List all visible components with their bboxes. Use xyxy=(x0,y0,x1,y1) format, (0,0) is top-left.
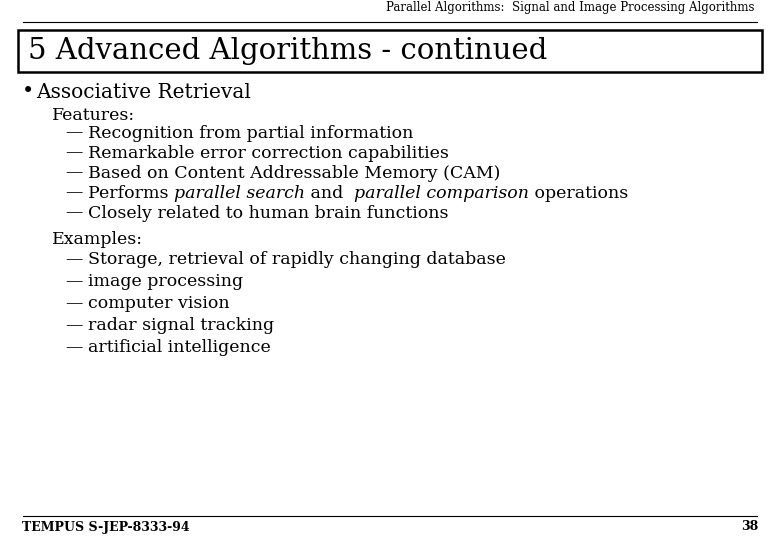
Text: Remarkable error correction capabilities: Remarkable error correction capabilities xyxy=(88,145,448,161)
Text: —: — xyxy=(65,252,83,268)
Text: Performs: Performs xyxy=(88,185,174,201)
Text: and: and xyxy=(305,185,354,201)
Text: Parallel Algorithms:  Signal and Image Processing Algorithms: Parallel Algorithms: Signal and Image Pr… xyxy=(387,1,755,14)
Text: Associative Retrieval: Associative Retrieval xyxy=(36,83,251,102)
Text: —: — xyxy=(65,165,83,181)
FancyBboxPatch shape xyxy=(18,30,762,72)
Text: Storage, retrieval of rapidly changing database: Storage, retrieval of rapidly changing d… xyxy=(88,252,506,268)
Text: artificial intelligence: artificial intelligence xyxy=(88,340,271,356)
Text: —: — xyxy=(65,125,83,141)
Text: Examples:: Examples: xyxy=(52,232,143,248)
Text: 38: 38 xyxy=(741,521,758,534)
Text: Closely related to human brain functions: Closely related to human brain functions xyxy=(88,205,448,221)
Text: •: • xyxy=(22,83,34,102)
Text: operations: operations xyxy=(530,185,629,201)
Text: —: — xyxy=(65,185,83,201)
Text: image processing: image processing xyxy=(88,273,243,291)
Text: Recognition from partial information: Recognition from partial information xyxy=(88,125,413,141)
Text: radar signal tracking: radar signal tracking xyxy=(88,318,274,334)
Text: —: — xyxy=(65,205,83,221)
Text: —: — xyxy=(65,273,83,291)
Text: —: — xyxy=(65,318,83,334)
Text: 5 Advanced Algorithms - continued: 5 Advanced Algorithms - continued xyxy=(28,37,548,65)
Text: —: — xyxy=(65,295,83,313)
Text: TEMPUS S-JEP-8333-94: TEMPUS S-JEP-8333-94 xyxy=(22,521,190,534)
Text: —: — xyxy=(65,145,83,161)
Text: parallel comparison: parallel comparison xyxy=(354,185,530,201)
Text: parallel search: parallel search xyxy=(174,185,305,201)
Text: —: — xyxy=(65,340,83,356)
Text: computer vision: computer vision xyxy=(88,295,229,313)
Text: Based on Content Addressable Memory (CAM): Based on Content Addressable Memory (CAM… xyxy=(88,165,501,181)
Text: Features:: Features: xyxy=(52,107,135,125)
